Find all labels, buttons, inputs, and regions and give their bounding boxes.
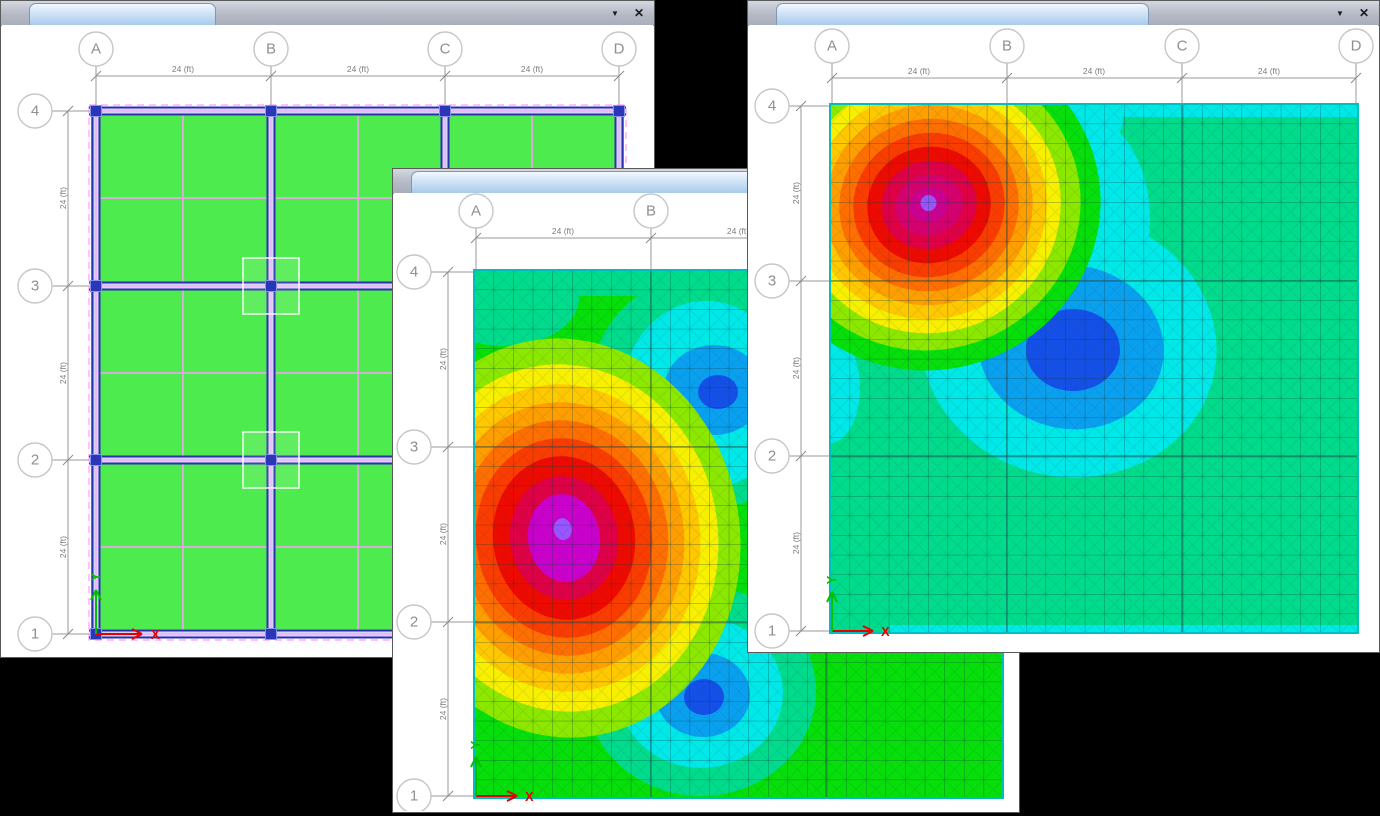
svg-text:4: 4 — [31, 103, 39, 120]
svg-text:24 (ft): 24 (ft) — [727, 226, 749, 236]
titlebar[interactable]: Plan View - Story1 - Z = 12 (ft) ▼ ✕ — [1, 1, 654, 26]
svg-text:A: A — [91, 41, 101, 58]
svg-text:24 (ft): 24 (ft) — [1083, 66, 1105, 76]
svg-text:C: C — [1177, 38, 1188, 55]
svg-text:1: 1 — [410, 788, 418, 805]
svg-text:24 (ft): 24 (ft) — [438, 348, 448, 370]
svg-text:24 (ft): 24 (ft) — [791, 532, 801, 554]
svg-text:24 (ft): 24 (ft) — [58, 187, 68, 209]
svg-text:1: 1 — [768, 623, 776, 640]
grid-lines — [789, 63, 1357, 632]
contour-canvas[interactable]: 24 (ft) 24 (ft) 24 (ft) 24 (ft) 24 (ft) … — [749, 25, 1378, 651]
y-axis-label: Y — [88, 572, 103, 581]
contour-plot: X Y — [824, 103, 1359, 639]
svg-text:B: B — [1002, 38, 1012, 55]
svg-text:D: D — [614, 41, 625, 58]
svg-text:24 (ft): 24 (ft) — [791, 357, 801, 379]
origin-axes: X Y — [468, 740, 534, 804]
svg-text:24 (ft): 24 (ft) — [521, 64, 543, 74]
y-axis-label: Y — [468, 740, 483, 749]
svg-text:4: 4 — [410, 264, 418, 281]
x-axis-label: X — [151, 627, 160, 642]
close-icon[interactable]: ✕ — [633, 6, 644, 20]
svg-text:C: C — [440, 41, 451, 58]
window-tab[interactable]: Plan View - Story1 - Z = 12 (ft) — [29, 3, 216, 25]
grid-lines — [52, 66, 620, 635]
contour-plot: X Y — [468, 269, 1004, 804]
svg-text:1: 1 — [31, 626, 39, 643]
svg-text:B: B — [266, 41, 276, 58]
svg-text:24 (ft): 24 (ft) — [908, 66, 930, 76]
svg-text:24 (ft): 24 (ft) — [58, 362, 68, 384]
svg-text:24 (ft): 24 (ft) — [552, 226, 574, 236]
svg-text:2: 2 — [31, 452, 39, 469]
window-displacements-front: Plan View - Story1 - Z = 12 (ft) - Displ… — [747, 0, 1380, 653]
svg-text:D: D — [1351, 38, 1362, 55]
grid-bubbles: A B C D 4 3 2 1 — [17, 31, 637, 652]
origin-axes: X Y — [88, 572, 160, 642]
x-axis-label: X — [881, 624, 890, 639]
dimension-lines: 24 (ft) 24 (ft) 24 (ft) 24 (ft) 24 (ft) … — [791, 66, 1362, 637]
close-icon[interactable]: ✕ — [1358, 6, 1369, 20]
svg-text:24 (ft): 24 (ft) — [58, 536, 68, 558]
svg-text:3: 3 — [768, 273, 776, 290]
svg-text:B: B — [646, 203, 656, 220]
svg-text:2: 2 — [768, 448, 776, 465]
svg-text:24 (ft): 24 (ft) — [438, 698, 448, 720]
svg-text:3: 3 — [410, 439, 418, 456]
origin-axes: X Y — [824, 575, 890, 639]
svg-text:24 (ft): 24 (ft) — [791, 182, 801, 204]
grid-bubbles: A B C D 4 3 2 1 — [754, 28, 1374, 649]
dimension-lines: 24 (ft) 24 (ft) 24 (ft) 24 (ft) 24 (ft) … — [58, 64, 625, 640]
svg-text:3: 3 — [31, 278, 39, 295]
window-menu-icon[interactable]: ▼ — [1336, 8, 1344, 18]
svg-text:A: A — [827, 38, 837, 55]
x-axis-label: X — [525, 789, 534, 804]
svg-text:24 (ft): 24 (ft) — [1258, 66, 1280, 76]
svg-text:24 (ft): 24 (ft) — [347, 64, 369, 74]
svg-text:2: 2 — [410, 614, 418, 631]
window-tab[interactable]: Plan View - Story1 - Z = 12 (ft) - Displ… — [776, 3, 1149, 25]
svg-text:24 (ft): 24 (ft) — [172, 64, 194, 74]
window-menu-icon[interactable]: ▼ — [611, 8, 619, 18]
y-axis-label: Y — [824, 575, 839, 584]
svg-text:4: 4 — [768, 98, 776, 115]
svg-text:A: A — [471, 203, 481, 220]
titlebar[interactable]: Plan View - Story1 - Z = 12 (ft) - Displ… — [748, 1, 1379, 26]
svg-text:24 (ft): 24 (ft) — [438, 523, 448, 545]
